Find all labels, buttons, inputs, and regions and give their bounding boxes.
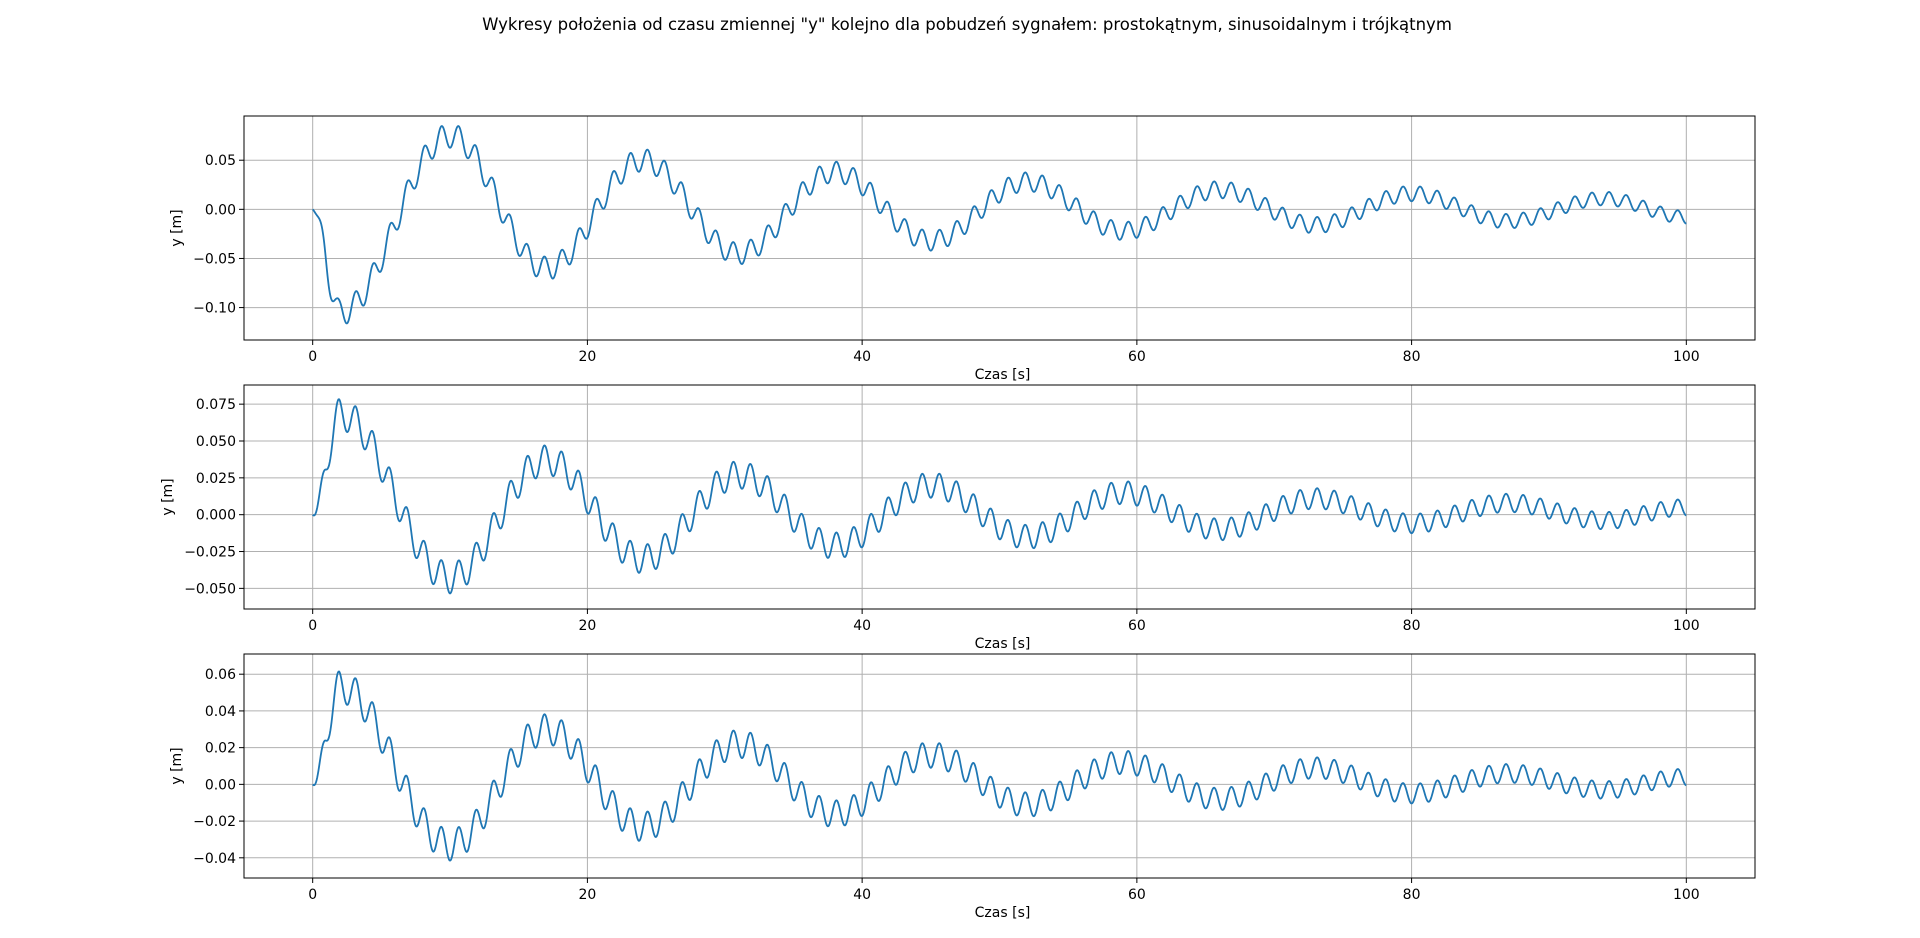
y-tick-label: 0.075 (196, 397, 236, 413)
x-tick-label: 100 (1673, 618, 1700, 634)
y-tick-label: 0.050 (196, 434, 236, 450)
x-tick-label: 20 (578, 618, 596, 634)
y-tick-label: 0.00 (205, 202, 236, 218)
y-tick-label: −0.025 (184, 545, 236, 561)
y-tick-label: −0.05 (193, 251, 236, 267)
x-tick-label: 60 (1128, 618, 1146, 634)
subplot-3: 0 20 40 60 80 100 −0.04 −0.02 0.00 0.02 0.04 0.06 Cz… (169, 653, 1756, 921)
x-axis-label: Czas [s] (975, 905, 1031, 921)
y-tick-label: 0.06 (205, 667, 236, 683)
y-axis-label: y [m] (160, 478, 176, 515)
series-line-1 (312, 398, 1687, 595)
axes-frame (243, 384, 1756, 610)
x-tick-label: 80 (1403, 349, 1421, 365)
x-tick-label: 0 (308, 349, 317, 365)
x-tick-label: 0 (308, 887, 317, 903)
y-tick-label: −0.02 (193, 814, 236, 830)
x-tick-label: 60 (1128, 349, 1146, 365)
y-tick-label: −0.04 (193, 851, 236, 867)
x-tick-label: 80 (1403, 618, 1421, 634)
axes-frame (243, 115, 1756, 341)
y-tick-label: 0.025 (196, 471, 236, 487)
y-tick-label: −0.10 (193, 301, 236, 317)
x-tick-label: 80 (1403, 887, 1421, 903)
x-axis-label: Czas [s] (975, 367, 1031, 383)
x-tick-label: 60 (1128, 887, 1146, 903)
y-tick-label: 0.02 (205, 741, 236, 757)
series-line-1 (312, 125, 1687, 325)
axes-frame (243, 653, 1756, 879)
y-tick-label: 0.04 (205, 704, 236, 720)
subplot-2: 0 20 40 60 80 100 −0.050 −0.025 0.000 0.025 0.050 0… (160, 384, 1756, 652)
x-axis-label: Czas [s] (975, 636, 1031, 652)
figure-suptitle: Wykresy położenia od czasu zmiennej "y" … (482, 15, 1452, 34)
x-tick-label: 20 (578, 349, 596, 365)
x-tick-label: 40 (853, 349, 871, 365)
y-axis-label: y [m] (169, 747, 185, 784)
y-axis-label: y [m] (169, 209, 185, 246)
x-tick-label: 100 (1673, 349, 1700, 365)
y-tick-label: −0.050 (184, 581, 236, 597)
x-tick-label: 40 (853, 618, 871, 634)
x-tick-label: 0 (308, 618, 317, 634)
x-tick-label: 20 (578, 887, 596, 903)
y-tick-label: 0.00 (205, 777, 236, 793)
series-line-1 (312, 670, 1687, 862)
x-tick-label: 100 (1673, 887, 1700, 903)
x-tick-label: 40 (853, 887, 871, 903)
y-tick-label: 0.000 (196, 508, 236, 524)
subplot-1: 0 20 40 60 80 100 −0.10 −0.05 0.00 0.05 Czas [s] y … (169, 115, 1756, 383)
y-tick-label: 0.05 (205, 153, 236, 169)
